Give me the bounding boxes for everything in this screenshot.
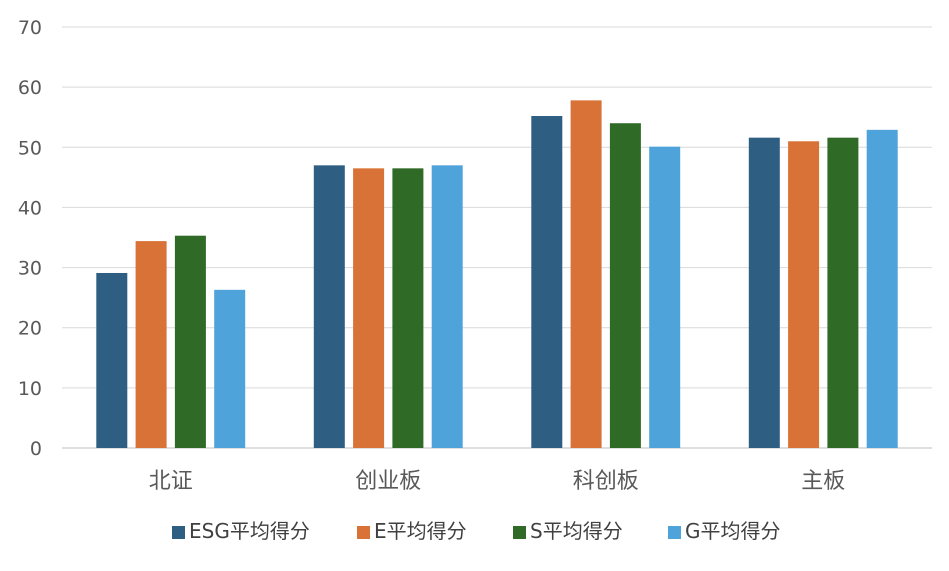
legend-item: E平均得分	[357, 519, 467, 543]
legend-swatch	[357, 526, 370, 539]
bar	[135, 241, 167, 448]
legend-item: G平均得分	[668, 519, 781, 543]
legend-swatch	[513, 526, 526, 539]
legend-swatch	[668, 526, 681, 539]
bar	[570, 100, 602, 449]
y-tick-label: 60	[18, 77, 42, 99]
bar	[649, 146, 681, 449]
legend-label: S平均得分	[530, 519, 623, 543]
bar	[431, 165, 463, 449]
bar	[531, 116, 563, 449]
bar	[96, 272, 128, 448]
y-tick-label: 0	[30, 438, 42, 460]
x-tick-label: 科创板	[573, 469, 639, 494]
bar	[748, 137, 780, 449]
bar	[609, 123, 641, 448]
y-tick-label: 20	[18, 318, 42, 340]
bar	[353, 168, 385, 449]
y-tick-label: 40	[18, 197, 42, 219]
bar	[174, 235, 206, 448]
y-tick-label: 10	[18, 378, 42, 400]
x-tick-label: 北证	[149, 469, 193, 494]
legend-label: E平均得分	[374, 519, 467, 543]
x-tick-label: 创业板	[355, 469, 421, 494]
bar	[827, 137, 859, 449]
bar	[866, 129, 898, 448]
legend: ESG平均得分 E平均得分 S平均得分 G平均得分	[172, 519, 781, 543]
legend-swatch	[172, 526, 185, 539]
legend-label: ESG平均得分	[189, 519, 310, 543]
bar	[214, 289, 246, 448]
legend-item: ESG平均得分	[172, 519, 310, 543]
y-tick-label: 30	[18, 258, 42, 280]
y-axis-ticks: 0 10 20 30 40 50 60 70	[18, 17, 42, 460]
legend-label: G平均得分	[685, 519, 781, 543]
bar	[313, 165, 345, 449]
x-tick-label: 主板	[801, 469, 845, 494]
bar	[392, 168, 424, 449]
y-tick-label: 50	[18, 137, 42, 159]
bar	[788, 141, 820, 448]
y-tick-label: 70	[18, 17, 42, 39]
legend-item: S平均得分	[513, 519, 623, 543]
x-axis-ticks: 北证 创业板 科创板 主板	[149, 469, 846, 494]
gridlines	[62, 26, 932, 449]
bars	[96, 100, 898, 449]
